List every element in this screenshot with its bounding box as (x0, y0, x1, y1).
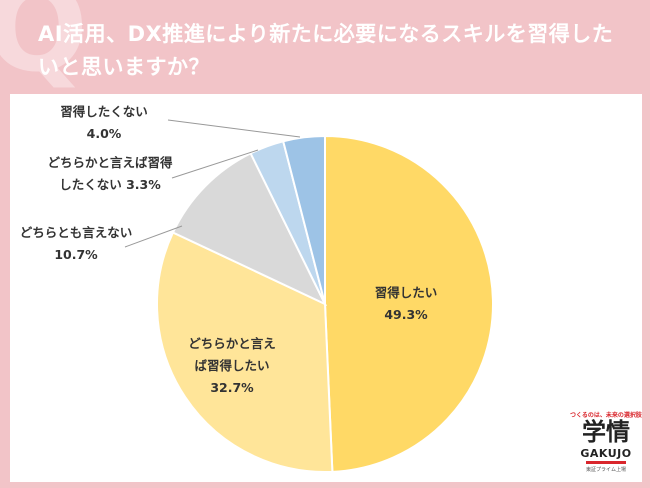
pie-slice (282, 134, 326, 305)
question-mark-decoration: Q (0, 0, 89, 99)
slice-label: どちらかと言えば習得したい 32.7% (188, 336, 276, 395)
slice-value: 49.3% (384, 307, 428, 322)
leader-line (171, 149, 259, 179)
slice-value: 10.7% (54, 247, 98, 262)
slice-value: 4.0% (87, 126, 122, 141)
logo-kanji: 学情 (582, 418, 630, 446)
slice-label-line: 習得したい (375, 285, 438, 300)
logo-english: GAKUJO (580, 447, 632, 460)
slice-label-line: ば習得したい (194, 358, 269, 373)
slice-label: 習得したい 49.3% (375, 285, 438, 322)
gakujo-logo: つくるのは、未来の選択肢 学情 GAKUJO 東証プライム上場 (570, 410, 642, 480)
slice-label-line: 習得したくない (60, 104, 148, 119)
page-title: AI活用、DX推進により新たに必要になるスキルを習得したいと思いますか？ (38, 22, 614, 79)
slice-label: 習得したくない 4.0% (60, 104, 148, 141)
logo-accent-bar (586, 461, 626, 464)
slice-label-line: どちらかと言え (188, 336, 276, 351)
slice-label-line: したくない 3.3% (59, 177, 161, 192)
slice-label: どちらとも言えない 10.7% (20, 225, 133, 262)
slice-label-line: どちらとも言えない (20, 225, 133, 240)
logo-tagline: つくるのは、未来の選択肢 (570, 412, 642, 419)
pie-slice (156, 231, 334, 473)
leader-line (167, 119, 301, 138)
pie-slice (171, 152, 328, 307)
slice-label: どちらかと言えば習得したくない 3.3% (47, 155, 173, 192)
pie-slice (324, 134, 495, 473)
leader-line (124, 225, 183, 248)
slice-label-line: どちらかと言えば習得 (47, 155, 173, 170)
slice-value: 32.7% (210, 380, 254, 395)
logo-sub: 東証プライム上場 (586, 467, 626, 473)
